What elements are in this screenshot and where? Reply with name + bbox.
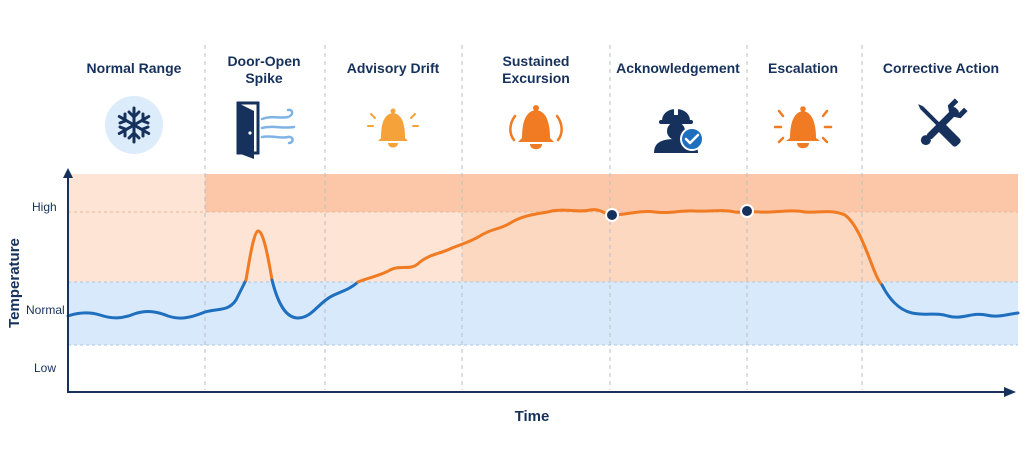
snowflake-icon bbox=[105, 96, 163, 154]
y-tick-normal: Normal bbox=[26, 303, 65, 317]
phase-separators bbox=[204, 45, 863, 390]
phase-title-sustained-line1: Sustained bbox=[503, 53, 570, 69]
y-tick-high: High bbox=[32, 200, 57, 214]
phase-title-escalation: Escalation bbox=[768, 60, 838, 76]
open-door-icon bbox=[236, 101, 296, 159]
temperature-curve-door-spike bbox=[244, 229, 274, 282]
acknowledgement-marker bbox=[605, 208, 619, 222]
worker-check-icon bbox=[654, 106, 704, 153]
y-axis-label: Temperature bbox=[6, 238, 23, 328]
phase-title-sustained-line2: Excursion bbox=[502, 70, 570, 86]
x-axis-label: Time bbox=[515, 408, 550, 425]
excursion-band bbox=[462, 212, 1018, 282]
temperature-curve-recovered bbox=[880, 283, 1020, 319]
phase-title-door-open-line1: Door-Open bbox=[227, 53, 300, 69]
bell-alert-icon bbox=[367, 108, 419, 148]
temperature-curve-recovery bbox=[270, 278, 360, 320]
wrench-screwdriver-icon bbox=[918, 98, 968, 147]
phase-title-normal-range: Normal Range bbox=[87, 60, 182, 76]
bell-alarm-icon bbox=[509, 105, 563, 150]
temperature-curve-normal-start bbox=[66, 278, 248, 320]
y-axis-arrow bbox=[63, 168, 73, 178]
phase-title-corrective-action: Corrective Action bbox=[883, 60, 999, 76]
phase-title-door-open-line2: Spike bbox=[245, 70, 283, 86]
x-axis-arrow bbox=[1004, 387, 1016, 397]
high-band bbox=[205, 174, 1018, 212]
phase-title-acknowledgement: Acknowledgement bbox=[616, 60, 740, 76]
bell-alarm-icon bbox=[773, 106, 833, 149]
escalation-marker bbox=[740, 204, 754, 218]
phase-title-advisory-drift: Advisory Drift bbox=[347, 60, 440, 76]
y-tick-low: Low bbox=[34, 361, 56, 375]
normal-band bbox=[68, 282, 1018, 345]
